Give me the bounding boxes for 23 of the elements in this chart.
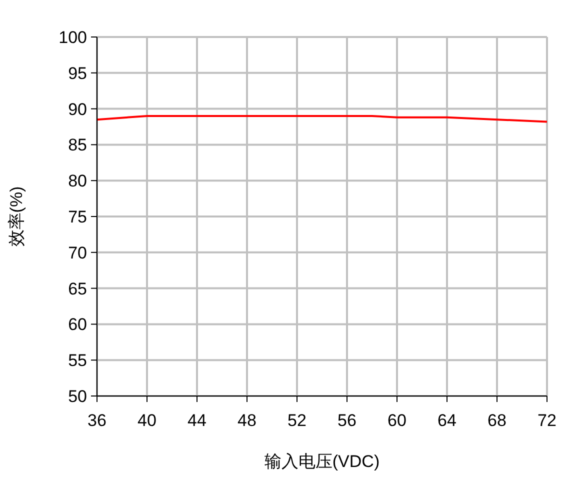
x-tick-label: 52: [288, 411, 306, 430]
x-tick-label: 44: [188, 411, 206, 430]
x-axis-title: 输入电压(VDC): [264, 452, 380, 471]
x-tick-label: 68: [488, 411, 506, 430]
y-tick-label: 85: [68, 136, 87, 155]
x-tick-label: 72: [538, 411, 556, 430]
x-tick-label: 40: [138, 411, 156, 430]
x-tick-label: 48: [238, 411, 256, 430]
y-tick-label: 55: [68, 351, 87, 370]
y-tick-label: 95: [68, 64, 87, 83]
x-tick-label: 36: [88, 411, 106, 430]
y-tick-label: 75: [68, 207, 87, 226]
y-tick-label: 60: [68, 315, 87, 334]
y-tick-label: 65: [68, 279, 87, 298]
y-axis-title: 效率(%): [7, 186, 26, 247]
x-tick-label: 64: [438, 411, 456, 430]
y-tick-label: 70: [68, 243, 87, 262]
x-tick-label: 60: [388, 411, 406, 430]
x-tick-label: 56: [338, 411, 356, 430]
y-tick-label: 90: [68, 100, 87, 119]
y-tick-label: 100: [58, 28, 87, 47]
y-tick-label: 80: [68, 172, 87, 191]
y-tick-label: 50: [68, 386, 87, 406]
